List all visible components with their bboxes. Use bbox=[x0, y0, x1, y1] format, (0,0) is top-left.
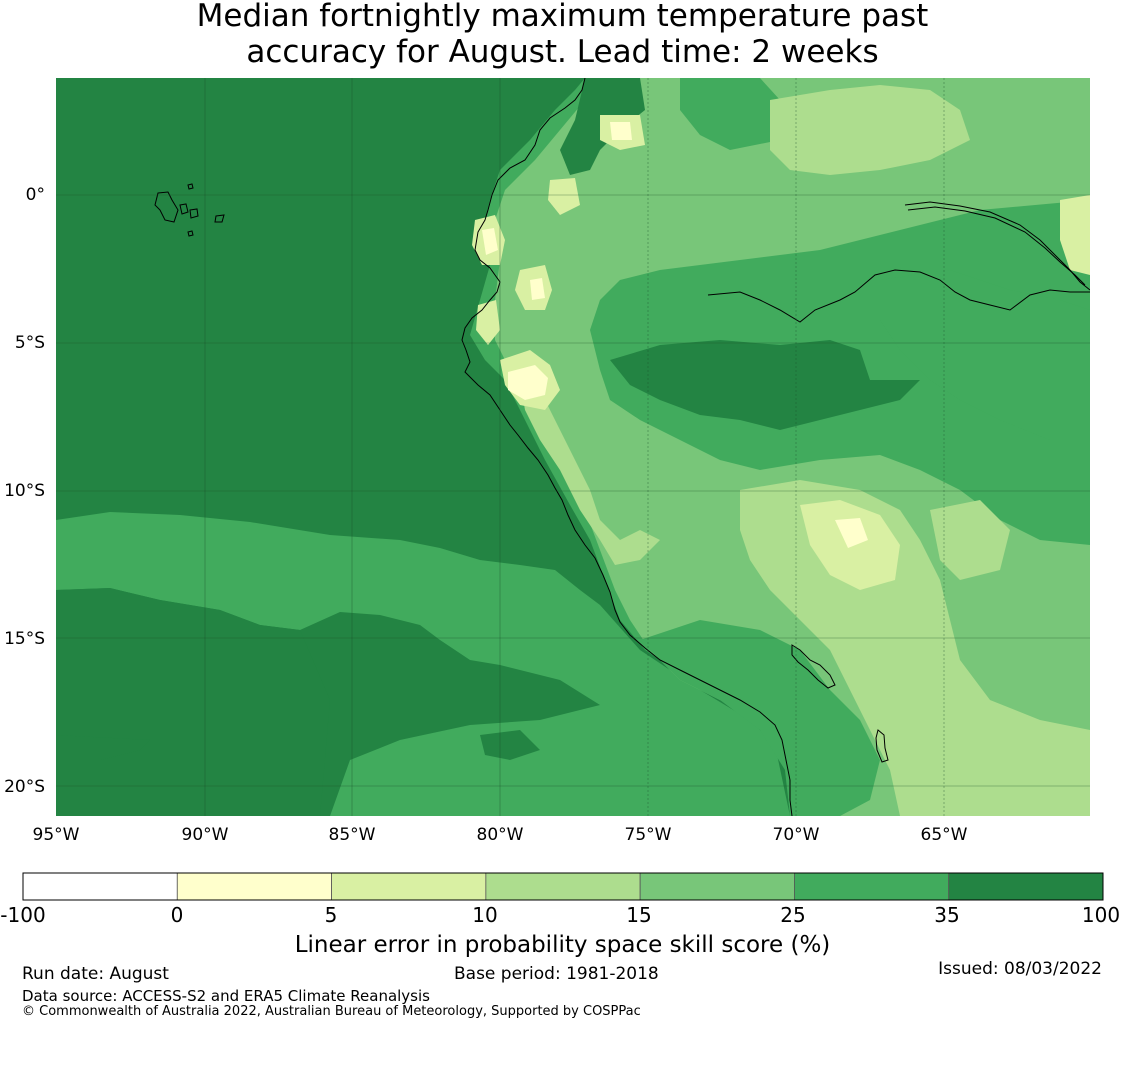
colorbar-segment bbox=[485, 872, 641, 901]
x-axis-labels: 95°W 90°W 85°W 80°W 75°W 70°W 65°W bbox=[33, 825, 968, 845]
y-tick-label: 0° bbox=[26, 185, 45, 205]
base-period: Base period: 1981-2018 bbox=[454, 964, 659, 984]
x-tick-label: 70°W bbox=[773, 825, 820, 845]
y-tick-label: 10°S bbox=[4, 481, 45, 501]
land-moderate-east bbox=[880, 270, 1090, 440]
colorbar-segment bbox=[639, 872, 795, 901]
river-border-north bbox=[904, 201, 1090, 291]
colorbar-segment bbox=[331, 872, 487, 901]
land-5-10-patch-8 bbox=[476, 300, 500, 345]
y-tick-label: 5°S bbox=[15, 333, 45, 353]
colorbar bbox=[22, 872, 1104, 901]
y-tick-label: 15°S bbox=[4, 629, 45, 649]
y-tick-label: 20°S bbox=[4, 777, 45, 797]
x-tick-label: 90°W bbox=[182, 825, 229, 845]
colorbar-tick-label: 15 bbox=[626, 903, 651, 927]
colorbar-tick-label: 10 bbox=[472, 903, 497, 927]
lake-poopo bbox=[875, 729, 889, 763]
land-0-5-patch-3 bbox=[530, 278, 545, 300]
issued-date: Issued: 08/03/2022 bbox=[938, 959, 1102, 979]
ocean-high-skill-patch-2 bbox=[480, 730, 540, 760]
colorbar-segment bbox=[794, 872, 950, 901]
map-gridlines bbox=[56, 78, 1090, 816]
colorbar-tick-label: 25 bbox=[780, 903, 805, 927]
x-tick-label: 80°W bbox=[477, 825, 524, 845]
copyright-notice: © Commonwealth of Australia 2022, Austra… bbox=[22, 1004, 641, 1019]
coastline bbox=[461, 78, 793, 816]
colorbar-tick-label: -100 bbox=[0, 903, 45, 927]
river-border-south bbox=[707, 269, 1090, 323]
land-10-15-patch-3 bbox=[520, 380, 660, 565]
colorbar-tick-label: 5 bbox=[325, 903, 338, 927]
colorbar-frame bbox=[22, 872, 1104, 901]
data-source: Data source: ACCESS-S2 and ERA5 Climate … bbox=[22, 987, 430, 1005]
ocean-higher-skill-patch bbox=[56, 588, 330, 816]
galapagos-islands bbox=[154, 183, 225, 237]
colorbar-segment bbox=[948, 872, 1104, 901]
x-tick-label: 85°W bbox=[329, 825, 376, 845]
river-border-north-2 bbox=[907, 206, 1086, 286]
land-5-10-patch-6 bbox=[1060, 195, 1090, 275]
land-moderate-mid bbox=[640, 620, 880, 816]
land-0-5-patch-4 bbox=[835, 518, 868, 548]
land-0-5-patch-2 bbox=[482, 228, 498, 255]
colorbar-tick-label: 35 bbox=[934, 903, 959, 927]
colorbar-tick-label: 100 bbox=[1082, 903, 1120, 927]
map-title-line-2: accuracy for August. Lead time: 2 weeks bbox=[246, 34, 879, 70]
land-10-15-patch-2 bbox=[770, 85, 970, 175]
run-date: Run date: August bbox=[22, 964, 169, 984]
colorbar-segment bbox=[176, 872, 332, 901]
land-0-5-patch-1 bbox=[508, 365, 548, 400]
y-axis-labels: 0° 5°S 10°S 15°S 20°S bbox=[4, 185, 45, 797]
land-high-skill-interior bbox=[610, 340, 920, 430]
colorbar-tick-label: 0 bbox=[171, 903, 184, 927]
x-tick-label: 75°W bbox=[625, 825, 672, 845]
colorbar-segment bbox=[22, 872, 178, 901]
land-5-10-patch-7 bbox=[548, 178, 580, 215]
lake-titicaca bbox=[791, 644, 836, 689]
map-plot-area bbox=[56, 78, 1090, 816]
colorbar-label: Linear error in probability space skill … bbox=[294, 932, 831, 958]
land-0-5-patch-5 bbox=[610, 122, 632, 140]
map-title-line-1: Median fortnightly maximum temperature p… bbox=[196, 0, 929, 34]
land-10-15-patch-4 bbox=[930, 500, 1010, 580]
colorbar-tick-labels: -100 0 5 10 15 25 35 100 bbox=[0, 903, 1120, 927]
x-tick-label: 95°W bbox=[33, 825, 80, 845]
ocean-moderate-skill-region bbox=[56, 512, 790, 816]
x-tick-label: 65°W bbox=[921, 825, 968, 845]
